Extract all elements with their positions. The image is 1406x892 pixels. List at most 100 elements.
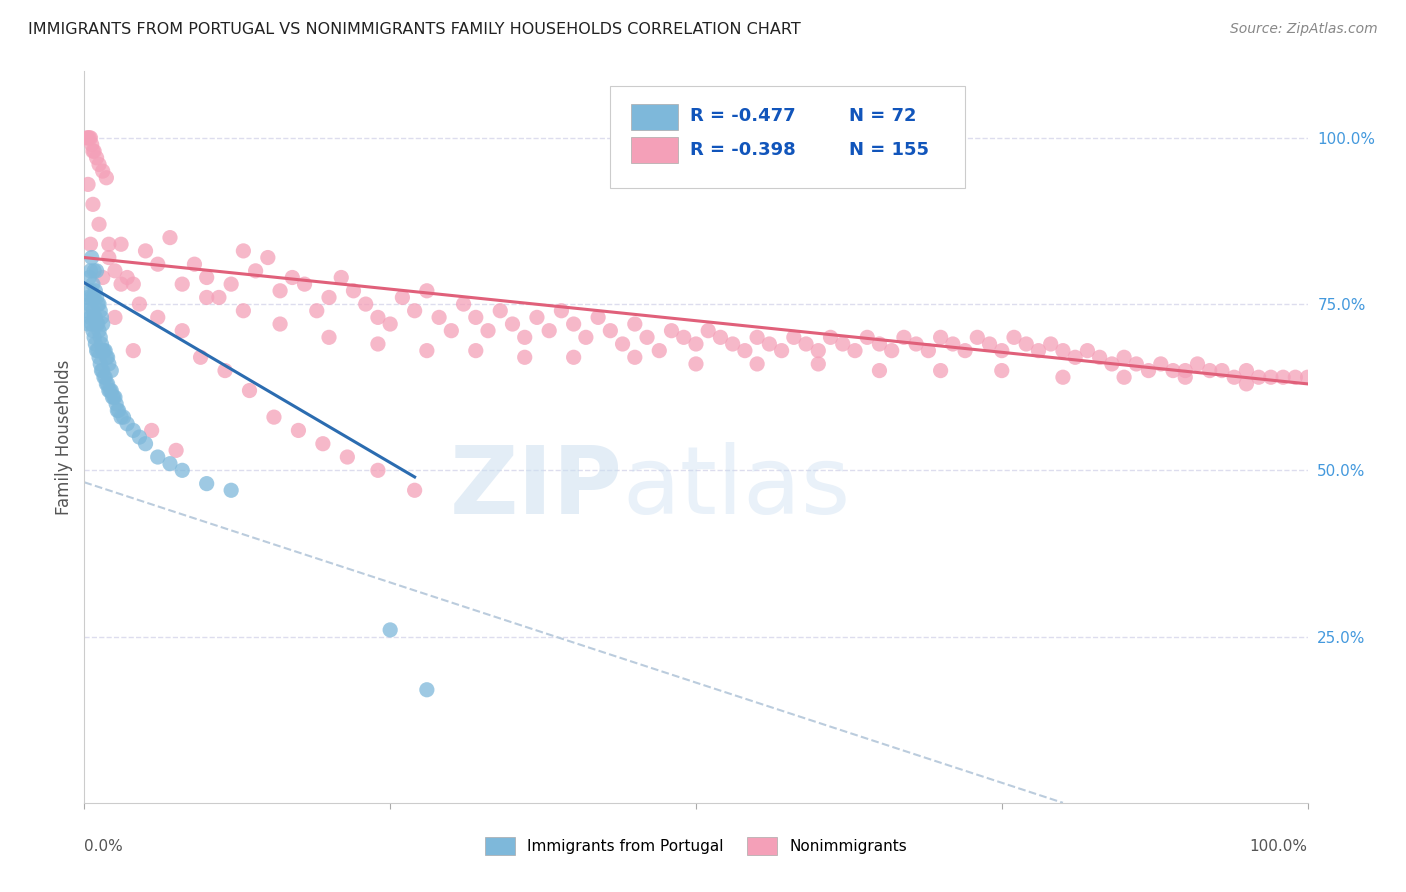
Point [453,297,475,311]
Point [79,237,101,252]
Point [929,330,952,344]
Point [905,337,928,351]
Point [90,337,112,351]
Point [77,297,100,311]
Point [1088,351,1111,365]
Point [721,337,744,351]
Point [330,270,353,285]
Point [844,343,866,358]
Point [783,330,806,344]
Point [86,343,108,358]
Point [942,337,965,351]
Point [87,317,110,331]
Point [87,297,110,311]
Point [1198,363,1220,377]
Point [91,363,114,377]
Point [77,131,100,145]
Point [820,330,842,344]
Point [165,443,187,458]
Point [991,363,1014,377]
Point [953,343,976,358]
Point [747,330,769,344]
Point [98,384,121,398]
Point [929,363,952,377]
Point [599,324,621,338]
Point [83,290,105,304]
Point [91,270,114,285]
Point [1114,351,1136,365]
Point [380,317,402,331]
Point [538,324,561,338]
Text: R = -0.398: R = -0.398 [690,141,796,159]
Point [1247,370,1270,384]
Point [526,310,548,325]
Point [122,277,145,292]
Point [84,284,107,298]
Point [612,337,634,351]
Point [214,363,236,377]
Point [82,197,104,211]
Point [758,337,780,351]
Point [318,290,340,304]
Point [1174,370,1197,384]
Point [87,324,110,338]
Point [367,463,389,477]
Point [287,424,309,438]
Point [90,363,112,377]
Text: N = 72: N = 72 [849,107,917,125]
Point [1296,370,1319,384]
Y-axis label: Family Households: Family Households [55,359,73,515]
Point [105,403,128,417]
Point [135,436,157,450]
Point [966,330,988,344]
Point [672,330,695,344]
Point [97,237,120,252]
Point [89,357,111,371]
Point [367,310,389,325]
Point [96,170,118,185]
Point [104,264,127,278]
Point [269,317,291,331]
Point [1187,357,1209,371]
Point [208,290,231,304]
Point [96,351,118,365]
Point [97,384,120,398]
Text: 0.0%: 0.0% [84,839,124,855]
Point [747,357,769,371]
Point [219,277,242,292]
Point [624,351,647,365]
Point [1236,376,1258,391]
Text: ZIP: ZIP [450,442,623,534]
Point [550,303,572,318]
Point [257,251,280,265]
FancyBboxPatch shape [610,86,965,188]
Point [685,357,707,371]
Text: R = -0.477: R = -0.477 [690,107,796,125]
Point [893,330,915,344]
Point [105,397,128,411]
Point [734,343,756,358]
Point [77,270,100,285]
Point [93,370,115,384]
Point [831,337,853,351]
Point [82,144,104,158]
Point [77,290,100,304]
Point [1039,337,1062,351]
Point [404,303,426,318]
Point [856,330,879,344]
Point [1052,370,1074,384]
Point [685,337,707,351]
Point [195,270,218,285]
Text: IMMIGRANTS FROM PORTUGAL VS NONIMMIGRANTS FAMILY HOUSEHOLDS CORRELATION CHART: IMMIGRANTS FROM PORTUGAL VS NONIMMIGRANT… [28,22,801,37]
Point [86,151,108,165]
Point [190,351,212,365]
Point [238,384,260,398]
Point [440,324,463,338]
Point [101,390,124,404]
Point [1260,370,1282,384]
Point [489,303,512,318]
Point [807,357,830,371]
Point [807,343,830,358]
Point [354,297,377,311]
Point [107,403,129,417]
